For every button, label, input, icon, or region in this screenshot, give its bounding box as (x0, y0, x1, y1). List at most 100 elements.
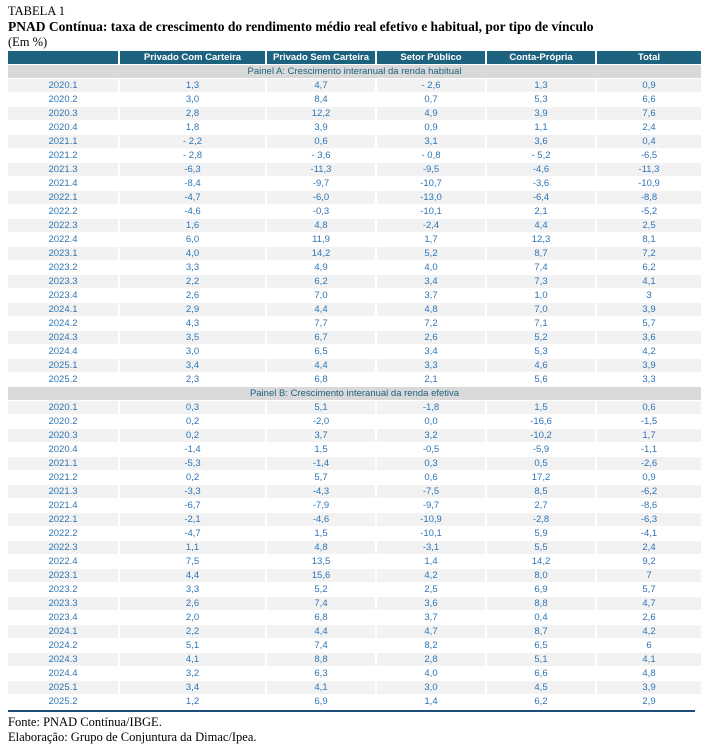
value-cell: -11,3 (597, 163, 701, 176)
value-cell: -10,9 (377, 513, 485, 526)
table-row: 2023.1 4,0 14,2 5,2 8,7 7,2 (8, 247, 701, 260)
value-cell: 3,4 (377, 275, 485, 288)
value-cell: -2,1 (120, 513, 265, 526)
value-cell: 3,2 (120, 667, 265, 680)
value-cell: 6,6 (487, 667, 595, 680)
value-cell: - 2,8 (120, 149, 265, 162)
table-row: 2021.1 -5,3 -1,4 0,3 0,5 -2,6 (8, 457, 701, 470)
value-cell: 17,2 (487, 471, 595, 484)
panel-header-row: Painel B: Crescimento interanual da rend… (8, 387, 701, 400)
table-row: 2020.3 2,8 12,2 4,9 3,9 7,6 (8, 107, 701, 120)
value-cell: 4,8 (597, 667, 701, 680)
value-cell: -3,6 (487, 177, 595, 190)
value-cell: 3,0 (120, 93, 265, 106)
value-cell: 1,0 (487, 289, 595, 302)
value-cell: 6,2 (597, 261, 701, 274)
value-cell: 2,8 (377, 653, 485, 666)
period-cell: 2020.2 (8, 93, 118, 106)
table-row: 2025.2 2,3 6,8 2,1 5,6 3,3 (8, 373, 701, 386)
value-cell: -2,0 (267, 415, 375, 428)
value-cell: 5,2 (377, 247, 485, 260)
value-cell: -8,4 (120, 177, 265, 190)
value-cell: 2,4 (597, 541, 701, 554)
value-cell: 0,9 (377, 121, 485, 134)
period-cell: 2023.1 (8, 569, 118, 582)
table-row: 2020.2 0,2 -2,0 0,0 -16,6 -1,5 (8, 415, 701, 428)
value-cell: 4,2 (377, 569, 485, 582)
table-row: 2022.2 -4,6 -0,3 -10,1 2,1 -5,2 (8, 205, 701, 218)
value-cell: 9,2 (597, 555, 701, 568)
value-cell: 7,0 (267, 289, 375, 302)
value-cell: -10,1 (377, 527, 485, 540)
table-row: 2024.2 4,3 7,7 7,2 7,1 5,7 (8, 317, 701, 330)
table-body: Painel A: Crescimento interanual da rend… (8, 65, 701, 708)
value-cell: 0,2 (120, 415, 265, 428)
value-cell: 14,2 (487, 555, 595, 568)
column-header: Conta-Própria (487, 51, 595, 64)
table-row: 2021.4 -8,4 -9,7 -10,7 -3,6 -10,9 (8, 177, 701, 190)
value-cell: -3,3 (120, 485, 265, 498)
footer-source: Fonte: PNAD Contínua/IBGE. (8, 715, 162, 729)
value-cell: -9,7 (377, 499, 485, 512)
value-cell: -9,7 (267, 177, 375, 190)
value-cell: 2,7 (487, 499, 595, 512)
value-cell: 8,7 (487, 625, 595, 638)
value-cell: 7,4 (267, 597, 375, 610)
value-cell: 7,3 (487, 275, 595, 288)
value-cell: -8,8 (597, 191, 701, 204)
period-cell: 2023.2 (8, 261, 118, 274)
value-cell: 8,8 (487, 597, 595, 610)
value-cell: -2,4 (377, 219, 485, 232)
value-cell: 6,3 (267, 667, 375, 680)
period-cell: 2020.2 (8, 415, 118, 428)
value-cell: 1,3 (120, 79, 265, 92)
value-cell: 3,3 (120, 261, 265, 274)
value-cell: 5,6 (487, 373, 595, 386)
value-cell: 0,5 (487, 457, 595, 470)
table-label: TABELA 1 (8, 4, 65, 18)
value-cell: 0,9 (597, 79, 701, 92)
period-cell: 2020.3 (8, 107, 118, 120)
data-table: Privado Com Carteira Privado Sem Carteira… (6, 50, 703, 709)
page-title: PNAD Contínua: taxa de crescimento do re… (8, 19, 594, 34)
value-cell: 4,2 (597, 345, 701, 358)
value-cell: -1,8 (377, 401, 485, 414)
value-cell: 2,3 (120, 373, 265, 386)
value-cell: -4,3 (267, 485, 375, 498)
value-cell: 1,4 (377, 695, 485, 708)
value-cell: 3,3 (120, 583, 265, 596)
value-cell: 2,6 (597, 611, 701, 624)
value-cell: 1,3 (487, 79, 595, 92)
value-cell: 3,9 (487, 107, 595, 120)
period-cell: 2024.1 (8, 303, 118, 316)
value-cell: - 3,6 (267, 149, 375, 162)
period-cell: 2024.2 (8, 317, 118, 330)
period-cell: 2021.1 (8, 135, 118, 148)
value-cell: 0,4 (487, 611, 595, 624)
value-cell: 6,5 (487, 639, 595, 652)
period-cell: 2024.1 (8, 625, 118, 638)
value-cell: 8,2 (377, 639, 485, 652)
value-cell: 4,4 (267, 303, 375, 316)
value-cell: 8,7 (487, 247, 595, 260)
table-row: 2021.2 0,2 5,7 0,6 17,2 0,9 (8, 471, 701, 484)
value-cell: 5,2 (487, 331, 595, 344)
value-cell: 8,8 (267, 653, 375, 666)
table-row: 2025.1 3,4 4,1 3,0 4,5 3,9 (8, 681, 701, 694)
value-cell: -5,3 (120, 457, 265, 470)
period-cell: 2022.3 (8, 219, 118, 232)
table-row: 2020.1 1,3 4,7- 2,6 1,3 0,9 (8, 79, 701, 92)
value-cell: 3,5 (120, 331, 265, 344)
table-row: 2023.3 2,6 7,4 3,6 8,8 4,7 (8, 597, 701, 610)
value-cell: -1,1 (597, 443, 701, 456)
value-cell: 1,7 (597, 429, 701, 442)
header-row: Privado Com Carteira Privado Sem Carteira… (8, 51, 701, 64)
value-cell: 4,9 (267, 261, 375, 274)
value-cell: -4,6 (267, 513, 375, 526)
value-cell: -4,6 (487, 163, 595, 176)
value-cell: 0,3 (120, 401, 265, 414)
value-cell: -10,1 (377, 205, 485, 218)
value-cell: 4,4 (120, 569, 265, 582)
value-cell: 2,8 (120, 107, 265, 120)
value-cell: 7,2 (597, 247, 701, 260)
